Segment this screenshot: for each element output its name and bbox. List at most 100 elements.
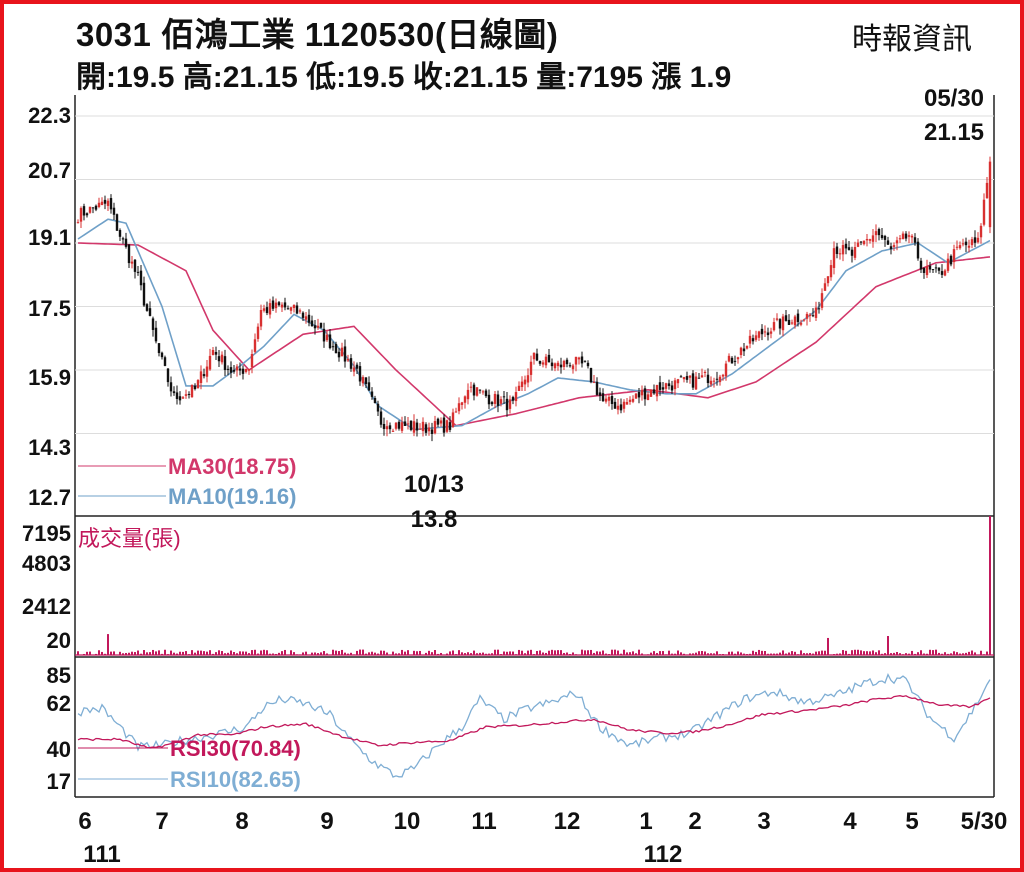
candle-body	[985, 182, 989, 199]
volume-bar	[80, 654, 82, 656]
candle-body	[169, 382, 173, 392]
volume-bar	[947, 653, 949, 655]
candle-body	[745, 345, 749, 349]
candle-body	[718, 376, 722, 383]
x-tick-label: 9	[320, 808, 333, 835]
volume-bar	[908, 653, 910, 655]
volume-bar	[215, 652, 217, 655]
volume-bar	[437, 653, 439, 655]
volume-y-tick: 4803	[22, 551, 71, 576]
volume-bar	[770, 653, 772, 655]
candle-body	[874, 231, 878, 236]
volume-bar	[869, 651, 871, 655]
volume-bar	[338, 651, 340, 655]
candle-body	[196, 380, 200, 389]
candle-body	[238, 368, 242, 371]
candle-body	[127, 244, 131, 264]
candle-body	[268, 303, 272, 315]
candle-body	[808, 314, 812, 316]
candle-body	[589, 367, 593, 383]
volume-bar	[179, 651, 181, 655]
candle-body	[100, 201, 104, 206]
candle-body	[607, 396, 611, 401]
candle-body	[475, 387, 479, 396]
candle-body	[757, 331, 761, 338]
volume-bar	[899, 653, 901, 655]
volume-bar	[476, 653, 478, 655]
candle-body	[649, 389, 653, 397]
candle-body	[340, 347, 344, 357]
candle-body	[310, 320, 314, 327]
volume-bar	[629, 652, 631, 655]
candle-body	[94, 205, 98, 210]
candle-body	[727, 355, 731, 362]
candle-body	[85, 213, 89, 216]
volume-bar	[938, 652, 940, 655]
volume-bar	[794, 651, 796, 655]
volume-bar	[986, 651, 988, 655]
candle-body	[793, 316, 797, 326]
candle-body	[709, 380, 713, 385]
candle-body	[187, 393, 191, 395]
volume-bar	[617, 650, 619, 655]
candle-body	[646, 394, 650, 401]
candle-body	[706, 374, 710, 384]
volume-bar	[533, 654, 535, 655]
candle-body	[493, 393, 497, 404]
ohlc-summary: 開:19.5 高:21.15 低:19.5 收:21.15 量:7195 漲 1…	[76, 61, 732, 94]
candle-body	[934, 267, 938, 269]
volume-bar	[512, 651, 514, 655]
candle-body	[298, 310, 302, 312]
candle-body	[862, 240, 866, 245]
volume-bar	[698, 651, 700, 655]
candle-body	[544, 356, 548, 366]
volume-bar	[674, 653, 676, 655]
candle-body	[508, 399, 512, 409]
candle-body	[832, 248, 836, 268]
candle-body	[448, 422, 452, 430]
candle-body	[160, 352, 164, 358]
volume-bar	[788, 652, 790, 655]
moving-average-layer	[77, 218, 991, 431]
ma10-legend-label: MA10(19.16)	[168, 484, 296, 509]
volume-bar	[77, 651, 79, 655]
volume-bar	[833, 654, 835, 655]
candle-body	[124, 238, 128, 247]
volume-bar	[242, 651, 244, 655]
volume-bar	[956, 652, 958, 655]
volume-bar	[416, 651, 418, 655]
volume-bar	[659, 651, 661, 655]
candle-body	[592, 381, 596, 383]
candle-body	[535, 353, 539, 361]
volume-bar	[716, 651, 718, 655]
candle-body	[958, 245, 962, 249]
candle-body	[523, 379, 527, 385]
volume-bar	[422, 654, 424, 656]
candle-body	[490, 402, 494, 405]
candle-body	[676, 379, 680, 384]
candle-body	[877, 229, 881, 236]
x-year-label: 111	[83, 841, 120, 868]
candle-body	[856, 242, 860, 247]
volume-bar	[563, 652, 565, 655]
candle-body	[703, 371, 707, 373]
volume-y-tick: 7195	[22, 521, 71, 546]
volume-bar	[395, 653, 397, 655]
chart-title: 3031 佰鴻工業 1120530(日線圖)	[76, 16, 559, 53]
volume-bar	[356, 650, 358, 655]
candle-body	[826, 276, 830, 284]
volume-bar	[377, 653, 379, 655]
volume-bar	[836, 653, 838, 655]
volume-bar	[251, 650, 253, 655]
candle-body	[610, 396, 614, 404]
volume-bar	[485, 653, 487, 655]
volume-bar	[866, 651, 868, 655]
candle-body	[286, 308, 290, 310]
candle-body	[541, 362, 545, 365]
volume-bar	[707, 653, 709, 655]
volume-bar	[161, 653, 163, 655]
volume-bar	[671, 653, 673, 655]
volume-bar	[776, 653, 778, 655]
volume-bar	[473, 650, 475, 655]
